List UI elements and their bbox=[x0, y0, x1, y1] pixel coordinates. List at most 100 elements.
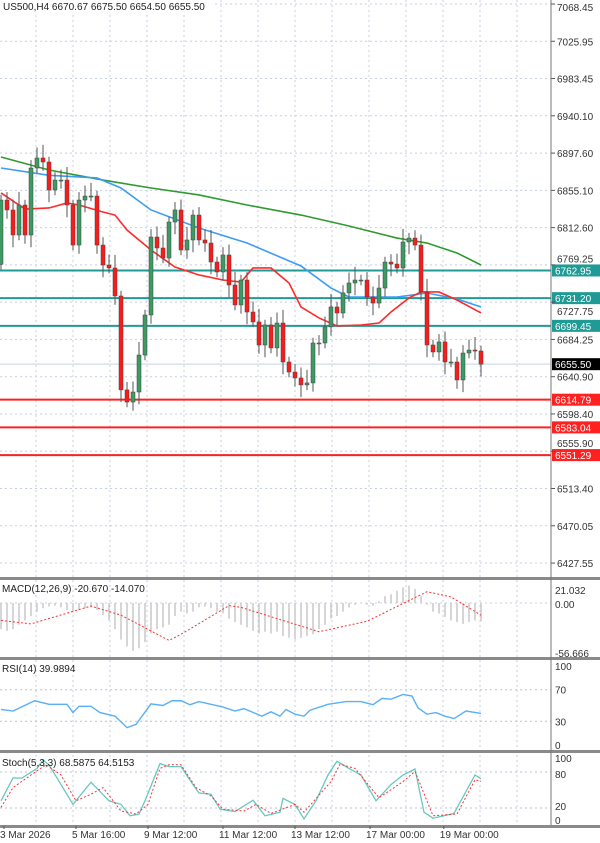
candle bbox=[358, 274, 364, 286]
candle-body bbox=[322, 326, 328, 344]
price-tick-label: 6513.40 bbox=[557, 485, 594, 496]
candle bbox=[196, 207, 202, 246]
rsi-line bbox=[0, 693, 482, 729]
candle-body bbox=[10, 209, 16, 236]
candle bbox=[316, 335, 322, 356]
stoch-label: Stoch(5,3,3) 68.5875 64.5153 bbox=[2, 758, 135, 769]
candle-body bbox=[142, 314, 148, 356]
candle-body bbox=[364, 279, 370, 298]
stoch-tick-label: 80 bbox=[555, 770, 567, 781]
rsi-tick-label: 100 bbox=[555, 662, 572, 673]
candle-body bbox=[286, 361, 292, 373]
candle bbox=[148, 229, 154, 324]
candle-body bbox=[316, 342, 322, 345]
moving-average-line bbox=[0, 167, 482, 308]
stoch-panel[interactable] bbox=[0, 759, 551, 820]
candle-body bbox=[334, 306, 340, 314]
candle bbox=[364, 272, 370, 306]
candle-body bbox=[328, 306, 334, 328]
candle-body bbox=[250, 311, 256, 323]
candle-body bbox=[130, 391, 136, 403]
level-price-tag bbox=[552, 449, 600, 462]
rsi-label: RSI(14) 39.9894 bbox=[2, 664, 76, 675]
price-panel[interactable]: 6762.95 6731.20 6699.45 6614.79 6583.04 6551.… bbox=[0, 144, 600, 462]
candle-body bbox=[16, 204, 22, 236]
candle-body bbox=[256, 321, 262, 346]
candle-body bbox=[400, 241, 406, 269]
candle bbox=[328, 293, 334, 336]
candle-body bbox=[430, 344, 436, 353]
candle-body bbox=[124, 389, 130, 403]
price-tick-label: 6983.45 bbox=[557, 75, 594, 86]
candle-body bbox=[340, 292, 346, 314]
price-tick-label: 6769.25 bbox=[557, 254, 594, 265]
candle bbox=[130, 381, 136, 411]
candle-body bbox=[304, 382, 310, 386]
candle bbox=[346, 272, 352, 302]
candle bbox=[322, 316, 328, 349]
macd-panel[interactable] bbox=[0, 585, 551, 651]
stoch-main-line bbox=[0, 759, 482, 820]
candle bbox=[310, 337, 316, 392]
price-tick-label: 6598.40 bbox=[557, 410, 594, 421]
candle-body bbox=[64, 179, 70, 206]
candle-body bbox=[208, 242, 214, 263]
panel-separator bbox=[0, 657, 600, 660]
candle-body bbox=[418, 244, 424, 293]
candle bbox=[70, 199, 76, 251]
rsi-panel[interactable] bbox=[0, 689, 551, 729]
candle bbox=[118, 290, 124, 403]
level-price-label: 6551.29 bbox=[555, 451, 592, 462]
candle-body bbox=[184, 239, 190, 251]
candle bbox=[478, 345, 484, 377]
candle bbox=[34, 147, 40, 174]
time-tick-label: 13 Mar 12:00 bbox=[291, 830, 350, 841]
candle-body bbox=[412, 237, 418, 246]
candle bbox=[238, 274, 244, 314]
candle bbox=[466, 339, 472, 359]
rsi-tick-label: 30 bbox=[555, 717, 567, 728]
candle bbox=[16, 191, 22, 241]
price-tick-label: 6640.90 bbox=[557, 373, 594, 384]
candle bbox=[160, 234, 166, 264]
candle bbox=[82, 185, 88, 213]
candle bbox=[178, 199, 184, 256]
price-tick-label: 6684.25 bbox=[557, 335, 594, 346]
candle-body bbox=[34, 157, 40, 169]
level-price-tag bbox=[552, 264, 600, 277]
candle bbox=[64, 166, 70, 218]
candle-body bbox=[370, 296, 376, 304]
candle-body bbox=[178, 209, 184, 251]
candle-body bbox=[448, 361, 454, 364]
macd-label: MACD(12,26,9) -20.670 -14.070 bbox=[2, 584, 145, 595]
candle bbox=[388, 254, 394, 277]
candle-body bbox=[100, 244, 106, 266]
candle bbox=[106, 254, 112, 274]
price-tick-label: 6812.60 bbox=[557, 224, 594, 235]
candle bbox=[94, 190, 100, 254]
candle-body bbox=[382, 261, 388, 289]
candle-body bbox=[466, 349, 472, 354]
candle-body bbox=[424, 291, 430, 346]
candle bbox=[154, 226, 160, 261]
candle-body bbox=[166, 221, 172, 259]
candle-body bbox=[4, 199, 10, 211]
price-tick-label: 7025.95 bbox=[557, 37, 594, 48]
candle-body bbox=[94, 195, 100, 246]
candle bbox=[76, 192, 82, 254]
time-tick-label: 11 Mar 12:00 bbox=[219, 830, 278, 841]
candle bbox=[280, 309, 286, 375]
candle bbox=[232, 271, 238, 311]
candle bbox=[430, 339, 436, 358]
candle bbox=[460, 345, 466, 393]
candle bbox=[382, 256, 388, 297]
candle-body bbox=[478, 350, 484, 365]
time-tick-label: 9 Mar 12:00 bbox=[144, 830, 198, 841]
candle-body bbox=[280, 322, 286, 363]
candle-body bbox=[268, 324, 274, 349]
candle-body bbox=[214, 261, 220, 273]
candle-body bbox=[58, 179, 64, 182]
price-tick-label: 7068.45 bbox=[557, 3, 594, 14]
